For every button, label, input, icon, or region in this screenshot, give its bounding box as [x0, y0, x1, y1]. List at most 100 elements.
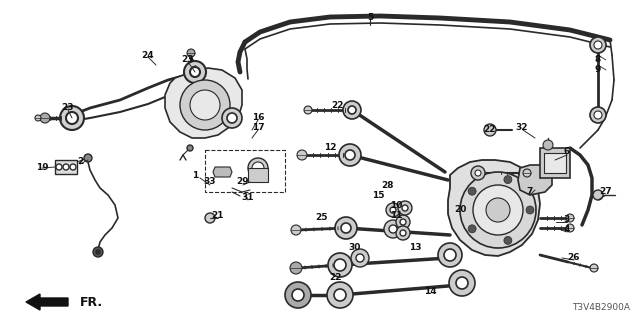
Text: 21: 21: [212, 211, 224, 220]
Circle shape: [285, 282, 311, 308]
Circle shape: [190, 90, 220, 120]
Text: 1: 1: [192, 171, 198, 180]
Circle shape: [334, 289, 346, 301]
Circle shape: [339, 144, 361, 166]
Circle shape: [205, 213, 215, 223]
Polygon shape: [448, 160, 540, 256]
Circle shape: [84, 154, 92, 162]
Text: 23: 23: [61, 103, 74, 113]
Text: 5: 5: [367, 13, 373, 22]
Text: 10: 10: [390, 201, 402, 210]
Text: 4: 4: [564, 226, 570, 235]
Bar: [55, 160, 77, 174]
Circle shape: [389, 225, 397, 233]
Circle shape: [566, 224, 574, 232]
Text: 7: 7: [527, 188, 533, 196]
Circle shape: [70, 164, 76, 170]
Bar: [544, 153, 566, 173]
Circle shape: [590, 264, 598, 272]
Circle shape: [96, 250, 100, 254]
Circle shape: [384, 220, 402, 238]
Circle shape: [504, 236, 512, 244]
Text: 17: 17: [252, 124, 264, 132]
Text: 25: 25: [316, 213, 328, 222]
Text: 3: 3: [564, 215, 570, 225]
Polygon shape: [213, 167, 232, 177]
Text: 11: 11: [390, 211, 403, 220]
Circle shape: [593, 190, 603, 200]
Text: 32: 32: [516, 124, 528, 132]
Circle shape: [486, 198, 510, 222]
Text: 29: 29: [237, 178, 250, 187]
Circle shape: [335, 217, 357, 239]
Text: 20: 20: [454, 205, 466, 214]
Circle shape: [396, 226, 410, 240]
Circle shape: [227, 113, 237, 123]
Text: FR.: FR.: [80, 295, 103, 308]
Circle shape: [400, 230, 406, 236]
Circle shape: [468, 187, 476, 195]
Text: 24: 24: [141, 51, 154, 60]
Text: T3V4B2900A: T3V4B2900A: [572, 303, 630, 312]
Circle shape: [356, 254, 364, 262]
Circle shape: [456, 277, 468, 289]
Circle shape: [449, 270, 475, 296]
Circle shape: [566, 214, 574, 222]
Text: 22: 22: [484, 125, 496, 134]
Circle shape: [291, 225, 301, 235]
Circle shape: [341, 223, 351, 233]
Circle shape: [66, 112, 78, 124]
Bar: [248, 168, 268, 182]
Circle shape: [543, 140, 553, 150]
Text: 2: 2: [77, 157, 83, 166]
Text: 13: 13: [409, 244, 421, 252]
Circle shape: [248, 158, 268, 178]
Circle shape: [40, 113, 50, 123]
Circle shape: [523, 169, 531, 177]
Text: 26: 26: [568, 253, 580, 262]
Text: 22: 22: [332, 100, 344, 109]
Circle shape: [252, 162, 264, 174]
Text: 15: 15: [372, 191, 384, 201]
Text: 6: 6: [564, 148, 570, 156]
Polygon shape: [518, 165, 552, 195]
Circle shape: [190, 67, 200, 77]
Circle shape: [348, 106, 356, 114]
Circle shape: [351, 249, 369, 267]
Circle shape: [438, 243, 462, 267]
Text: 33: 33: [204, 178, 216, 187]
Text: 23: 23: [182, 55, 195, 65]
Circle shape: [187, 145, 193, 151]
Circle shape: [396, 215, 410, 229]
Circle shape: [484, 124, 496, 136]
Bar: [540, 148, 570, 178]
Circle shape: [60, 106, 84, 130]
Circle shape: [297, 150, 307, 160]
Circle shape: [398, 201, 412, 215]
Circle shape: [594, 111, 602, 119]
Circle shape: [402, 205, 408, 211]
Circle shape: [334, 259, 346, 271]
Circle shape: [304, 106, 312, 114]
Text: 16: 16: [252, 114, 264, 123]
Circle shape: [473, 185, 523, 235]
Circle shape: [386, 203, 400, 217]
Circle shape: [504, 176, 512, 184]
Circle shape: [187, 49, 195, 57]
Circle shape: [468, 225, 476, 233]
Circle shape: [328, 253, 352, 277]
Text: 9: 9: [595, 66, 601, 75]
Circle shape: [222, 108, 242, 128]
Circle shape: [290, 262, 302, 274]
Circle shape: [63, 164, 69, 170]
Polygon shape: [165, 68, 242, 138]
Text: 30: 30: [349, 244, 361, 252]
Circle shape: [471, 166, 485, 180]
Text: 31: 31: [242, 194, 254, 203]
FancyArrow shape: [26, 294, 68, 310]
Circle shape: [345, 150, 355, 160]
Text: 19: 19: [36, 164, 48, 172]
Text: 14: 14: [424, 287, 436, 297]
Circle shape: [594, 41, 602, 49]
Bar: [205, 150, 285, 192]
